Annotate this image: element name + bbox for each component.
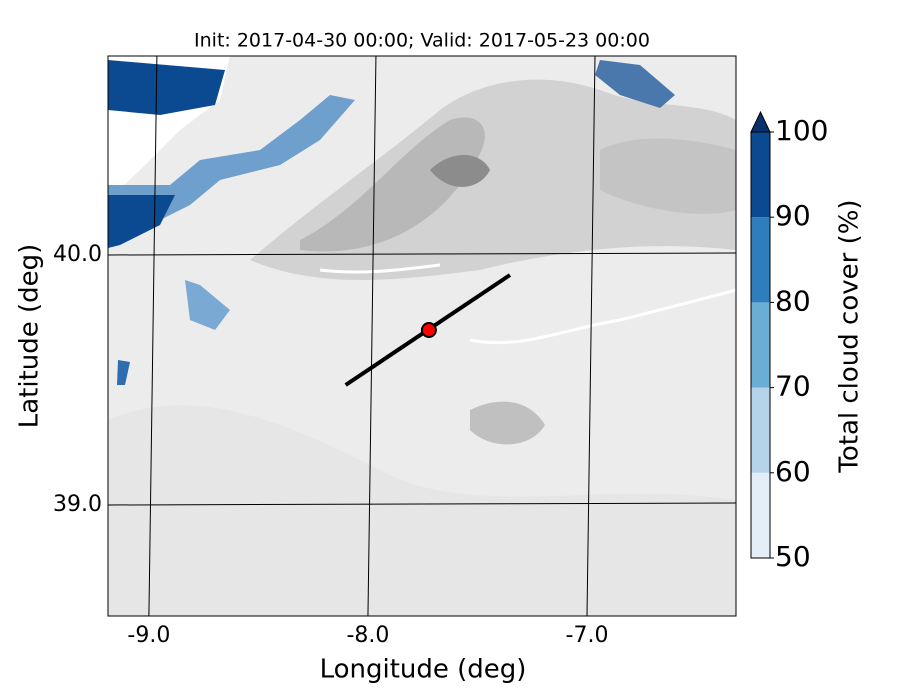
colorbar-label: Total cloud cover (%)	[835, 199, 865, 473]
grid-line	[107, 502, 737, 506]
colorbar-extend	[750, 110, 771, 133]
colorbar-tick-label: 70	[775, 370, 811, 403]
map-background	[108, 56, 736, 616]
colorbar-segment	[751, 217, 770, 303]
y-axis-label: Latitude (deg)	[15, 244, 45, 429]
chart-title: Init: 2017-04-30 00:00; Valid: 2017-05-2…	[194, 30, 650, 52]
x-tick-label: -8.0	[346, 623, 389, 648]
map-frame	[107, 55, 737, 617]
colorbar-tick-label: 50	[775, 540, 811, 573]
grid-line	[586, 55, 596, 617]
grid-line	[148, 55, 158, 617]
colorbar-tick-label: 60	[775, 455, 811, 488]
colorbar-tick-label: 80	[775, 284, 811, 317]
colorbar-segment	[751, 302, 770, 388]
grid-line	[367, 55, 377, 617]
x-tick-label: -9.0	[127, 623, 170, 648]
colorbar-segment	[751, 387, 770, 473]
colorbar-segment	[751, 472, 770, 558]
grid-line	[107, 252, 737, 256]
y-tick-label: 39.0	[53, 492, 102, 517]
colorbar-tick-label: 90	[775, 199, 811, 232]
colorbar-segment	[751, 132, 770, 218]
colorbar-frame	[750, 131, 771, 559]
y-tick-label: 40.0	[53, 242, 102, 267]
x-tick-label: -7.0	[566, 623, 609, 648]
location-marker	[420, 322, 437, 338]
colorbar-tick-label: 100	[775, 114, 828, 147]
x-axis-label: Longitude (deg)	[320, 655, 527, 685]
